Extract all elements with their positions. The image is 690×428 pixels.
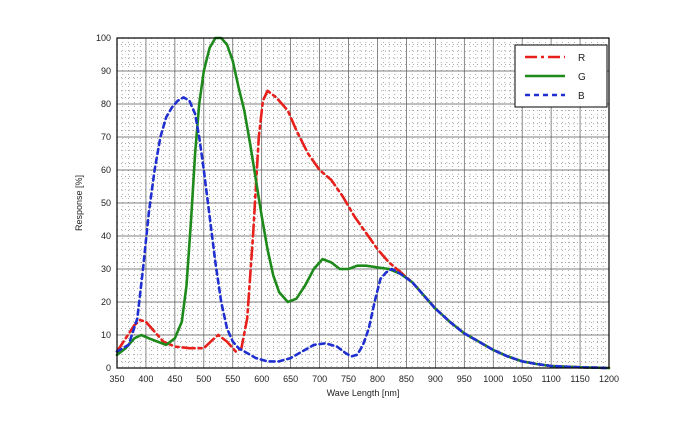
y-tick-label: 0	[106, 363, 111, 373]
y-tick-label: 20	[101, 297, 111, 307]
series-line-b	[115, 96, 611, 370]
y-axis-ticks: 0 10 20 30 40 50 60 70 80 90 100	[96, 33, 111, 373]
x-tick-label: 1100	[541, 374, 560, 384]
y-tick-label: 10	[101, 330, 111, 340]
x-tick-label: 950	[457, 374, 472, 384]
y-tick-label: 30	[101, 264, 111, 274]
x-tick-label: 800	[370, 374, 385, 384]
x-tick-label: 500	[196, 374, 211, 384]
x-tick-label: 700	[312, 374, 327, 384]
x-tick-label: 450	[167, 374, 182, 384]
x-tick-label: 350	[109, 374, 124, 384]
y-tick-label: 40	[101, 231, 111, 241]
x-axis-label: Wave Length [nm]	[327, 388, 400, 398]
y-tick-label: 50	[101, 198, 111, 208]
y-tick-label: 60	[101, 165, 111, 175]
y-tick-label: 100	[96, 33, 111, 43]
series-curves	[115, 36, 611, 370]
x-tick-label: 750	[341, 374, 356, 384]
legend-label-r: R	[578, 53, 585, 64]
legend: RGB	[514, 44, 608, 108]
plot-area-frame	[116, 37, 610, 369]
series-line-r	[115, 89, 611, 370]
x-tick-label: 1150	[570, 374, 589, 384]
y-axis-label: Response [%]	[74, 175, 84, 231]
y-tick-label: 70	[101, 132, 111, 142]
x-tick-label: 600	[254, 374, 269, 384]
x-tick-label: 1200	[599, 374, 619, 384]
x-tick-label: 550	[225, 374, 240, 384]
x-tick-label: 850	[399, 374, 414, 384]
y-tick-label: 80	[101, 99, 111, 109]
legend-label-b: B	[578, 91, 585, 102]
x-tick-label: 900	[428, 374, 443, 384]
x-axis-ticks: 350 400 450 500 550 600 650 700 750 800 850 900 950 1…	[109, 374, 619, 384]
x-tick-label: 650	[283, 374, 298, 384]
x-tick-label: 400	[138, 374, 153, 384]
y-tick-label: 90	[101, 66, 111, 76]
x-tick-label: 1050	[512, 374, 532, 384]
x-tick-label: 1000	[483, 374, 503, 384]
legend-label-g: G	[578, 72, 586, 83]
